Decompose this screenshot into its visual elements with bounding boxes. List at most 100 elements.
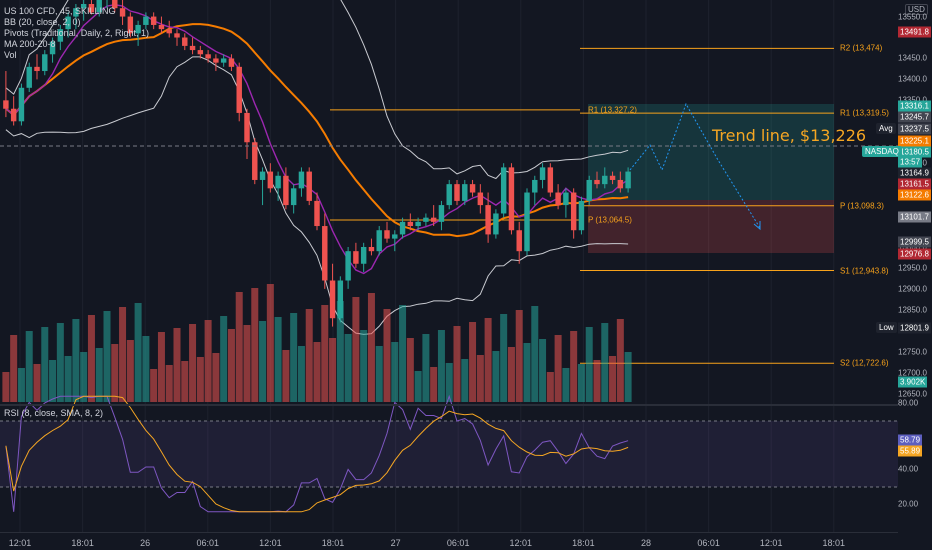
volume-bar — [399, 305, 407, 402]
candle-body — [259, 171, 266, 180]
volume-bar — [453, 326, 461, 402]
price-label: 13161.5 — [898, 178, 931, 190]
candle-body — [454, 184, 460, 201]
volume-bar — [445, 363, 453, 402]
volume-bar — [119, 307, 127, 402]
candle-body — [88, 4, 95, 13]
volume-bar — [422, 334, 430, 402]
currency-button[interactable]: USD — [905, 4, 928, 15]
volume-bar — [41, 327, 49, 402]
time-label: 18:01 — [71, 538, 94, 548]
volume-bar — [585, 327, 593, 402]
price-tick: 12700.0 — [898, 368, 927, 378]
candle-body — [220, 58, 227, 63]
candle-body — [150, 16, 157, 25]
vol-legend[interactable]: Vol — [4, 50, 17, 60]
price-tick: 12950.0 — [898, 263, 927, 273]
candle-body — [119, 8, 126, 17]
volume-bar — [484, 318, 492, 402]
volume-bar — [570, 331, 578, 402]
volume-bar — [593, 360, 601, 402]
volume-bar — [430, 367, 438, 402]
symbol-title[interactable]: US 100 CFD, 45, SKILLING — [4, 6, 116, 16]
candle-body — [438, 205, 445, 222]
price-tick: 13350.0 — [898, 96, 927, 105]
volume-bar — [329, 338, 337, 402]
candle-body — [368, 246, 375, 252]
candle-body — [135, 24, 141, 34]
candle-body — [205, 54, 211, 59]
candle-body — [213, 58, 219, 63]
volume-bar — [562, 368, 570, 402]
candle-body — [80, 4, 87, 9]
candle-body — [570, 192, 577, 231]
pane-divider[interactable] — [0, 404, 898, 406]
volume-bar — [220, 316, 228, 402]
rsi-label: 55.89 — [898, 445, 923, 457]
candle-body — [477, 192, 484, 206]
candle-body — [298, 171, 305, 189]
candle-body — [376, 230, 382, 252]
volume-bar — [391, 342, 399, 402]
trend-line-label: Trend line, $13,226 — [712, 126, 867, 145]
volume-bar — [189, 324, 197, 402]
price-label: 13101.7 — [898, 211, 931, 223]
price-tick: 12850.0 — [898, 305, 927, 315]
time-label: 06:01 — [697, 538, 720, 548]
volume-bar — [321, 305, 329, 402]
time-axis[interactable]: 12:01 18:01 26 06:01 12:01 18:01 27 06:01 12:01 1… — [0, 532, 898, 550]
rsi-pane — [0, 394, 898, 513]
candle-body — [314, 200, 320, 227]
candle-body — [158, 24, 165, 30]
candle-body — [547, 167, 554, 193]
volume-bar — [476, 355, 484, 402]
time-label: 12:01 — [259, 538, 282, 548]
volume-bars — [2, 284, 632, 402]
volume-bar — [609, 356, 617, 402]
candle-body — [407, 221, 414, 227]
candle-body — [275, 175, 281, 189]
price-label: 12976.8 — [898, 248, 931, 260]
volume-bar — [235, 292, 243, 402]
pivots-legend[interactable]: Pivots (Traditional, Daily, 2, Right, 1) — [4, 28, 150, 38]
ma-legend[interactable]: MA 200-20-8 — [4, 39, 56, 49]
candle-body — [539, 167, 546, 180]
candle-body — [360, 246, 367, 264]
candle-body — [415, 221, 421, 227]
candle-body — [485, 205, 491, 235]
volume-bar — [157, 332, 165, 402]
volume-bar — [507, 347, 515, 402]
price-tick: 13400.0 — [898, 74, 927, 84]
candle-body — [384, 230, 390, 239]
pivot-label: S1 (12,943.8) — [840, 266, 889, 276]
candle-body — [594, 179, 600, 185]
indicator-legend: US 100 CFD, 45, SKILLING BB (20, close, … — [4, 6, 149, 61]
volume-bar — [577, 364, 585, 402]
candle-body — [143, 16, 149, 25]
candle-body — [345, 251, 351, 281]
volume-bar — [173, 328, 181, 402]
time-label: 28 — [640, 538, 652, 548]
price-tag: Avg — [876, 123, 896, 134]
volume-bar — [25, 331, 33, 402]
volume-bar — [461, 359, 469, 402]
candle-body — [322, 226, 328, 281]
price-label: 3.902K — [898, 376, 928, 388]
volume-bar — [17, 368, 25, 402]
volume-bar — [352, 297, 360, 402]
rsi-tick: 20.00 — [898, 499, 919, 509]
price-axis[interactable]: 13550.013450.013400.013350.013200.013150… — [898, 0, 932, 532]
pivot-label: P (13,064.5) — [588, 215, 632, 225]
volume-bar — [259, 321, 267, 402]
bb-legend[interactable]: BB (20, close, 2, 0) — [4, 17, 81, 27]
pivot-label: R1 (13,327.2) — [588, 105, 637, 115]
rsi-legend[interactable]: RSI (8, close, SMA, 8, 2) — [4, 408, 104, 418]
rsi-tick: 80.00 — [898, 398, 919, 408]
candle-body — [252, 142, 258, 180]
volume-bar — [196, 357, 204, 402]
candle-body — [563, 192, 569, 206]
candle-body — [602, 175, 608, 185]
pivot-label: R2 (13,474) — [840, 43, 883, 53]
candle-body — [516, 230, 522, 252]
